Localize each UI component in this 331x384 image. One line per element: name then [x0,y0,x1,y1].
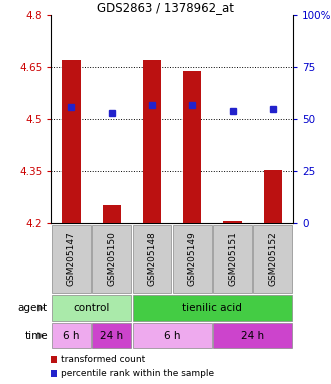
Text: agent: agent [18,303,48,313]
Text: GSM205151: GSM205151 [228,231,237,286]
Bar [143,60,161,223]
Text: GSM205149: GSM205149 [188,231,197,286]
Text: percentile rank within the sample: percentile rank within the sample [61,369,214,378]
Bar [254,225,292,293]
Bar [133,295,292,321]
Bar [133,323,212,348]
Text: GSM205148: GSM205148 [148,231,157,286]
Text: 24 h: 24 h [241,331,264,341]
Text: transformed count: transformed count [61,355,146,364]
Bar [92,323,131,348]
Text: 24 h: 24 h [100,331,123,341]
Text: tienilic acid: tienilic acid [182,303,242,313]
Text: GDS2863 / 1378962_at: GDS2863 / 1378962_at [97,1,234,14]
Bar [52,323,91,348]
Bar [183,71,201,223]
Bar [133,225,171,293]
Text: GSM205150: GSM205150 [107,231,116,286]
Bar [52,225,91,293]
Bar [173,225,212,293]
Bar [213,323,292,348]
Bar [223,221,242,223]
Bar [103,205,121,223]
Text: 6 h: 6 h [164,331,180,341]
Text: control: control [73,303,110,313]
Bar [264,170,282,223]
Text: GSM205152: GSM205152 [268,231,277,286]
Text: time: time [24,331,48,341]
Bar [213,225,252,293]
Text: GSM205147: GSM205147 [67,231,76,286]
Bar [92,225,131,293]
Bar [52,295,131,321]
Bar [62,60,80,223]
Text: 6 h: 6 h [63,331,80,341]
